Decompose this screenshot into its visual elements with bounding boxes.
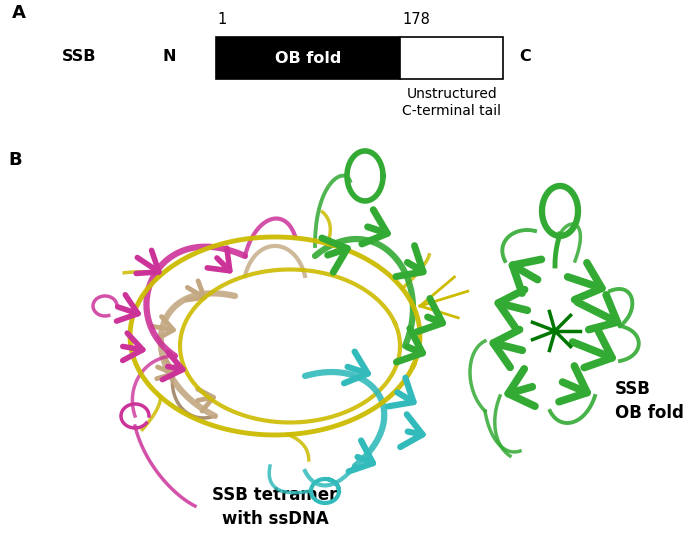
Text: N: N [162,49,176,64]
Text: SSB tetramer
with ssDNA: SSB tetramer with ssDNA [212,486,338,528]
Text: SSB
OB fold: SSB OB fold [615,380,684,422]
Text: 1: 1 [218,12,227,27]
Text: Unstructured
C-terminal tail: Unstructured C-terminal tail [402,87,501,118]
Text: B: B [8,151,22,169]
Text: C: C [519,49,532,64]
Bar [216,37,400,80]
Text: OB fold: OB fold [275,51,341,66]
Text: A: A [12,4,26,22]
Text: 178: 178 [402,12,429,27]
Text: SSB: SSB [62,49,96,64]
Bar [400,37,503,80]
